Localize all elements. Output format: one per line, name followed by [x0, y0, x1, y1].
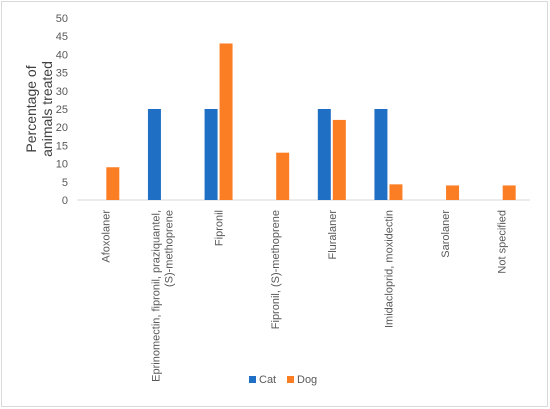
x-axis-category-labels: Afoxolaner Eprinomectin, fipronil, praziq… [100, 210, 508, 382]
bar-cat [317, 109, 331, 200]
legend: Cat Dog [249, 374, 317, 386]
bar-cat [374, 109, 388, 200]
bar-dog [446, 185, 460, 200]
y-axis-ticks: 0 5 10 15 20 25 30 35 40 45 50 [56, 13, 68, 207]
bar-cat [147, 109, 161, 200]
y-tick-label: 25 [56, 104, 68, 116]
legend-label-cat: Cat [259, 374, 276, 386]
x-category-label: Sarolaner [440, 210, 452, 258]
y-axis-title-line: Percentage of [23, 65, 39, 152]
y-tick-label: 15 [56, 140, 68, 152]
y-tick-label: 10 [56, 159, 68, 171]
bars [106, 43, 516, 201]
bar-dog [502, 185, 516, 200]
bar-cat [204, 109, 218, 200]
legend-label-dog: Dog [297, 374, 317, 386]
y-tick-label: 35 [56, 68, 68, 80]
y-tick-label: 45 [56, 31, 68, 43]
x-category-label: Afoxolaner [100, 210, 112, 263]
x-category-label: Fipronil, (S)-methoprene [270, 210, 282, 329]
y-tick-label: 50 [56, 13, 68, 25]
legend-swatch-dog [287, 376, 294, 383]
x-category-label: Fluralaner [327, 210, 339, 260]
bar-dog [219, 43, 233, 201]
x-category-label: Not specified [497, 210, 509, 274]
bar-dog [106, 167, 120, 200]
bar-dog [332, 119, 346, 200]
y-tick-label: 30 [56, 86, 68, 98]
x-category-label: Eprinomectin, fipronil, praziquantel, [150, 210, 162, 382]
x-category-label: Imidacloprid, moxidectin [383, 210, 395, 328]
y-tick-label: 0 [62, 195, 68, 207]
y-axis-title-line: animals treated [39, 61, 55, 157]
y-axis-label: Percentage of animals treated [23, 61, 55, 157]
legend-swatch-cat [249, 376, 256, 383]
bar-dog [276, 152, 290, 200]
y-tick-label: 20 [56, 122, 68, 134]
bar-dog [389, 184, 403, 200]
x-category-label: (S)-methoprene [163, 210, 175, 287]
y-tick-label: 5 [62, 177, 68, 189]
x-category-label: Fipronil [214, 210, 226, 246]
y-tick-label: 40 [56, 49, 68, 61]
